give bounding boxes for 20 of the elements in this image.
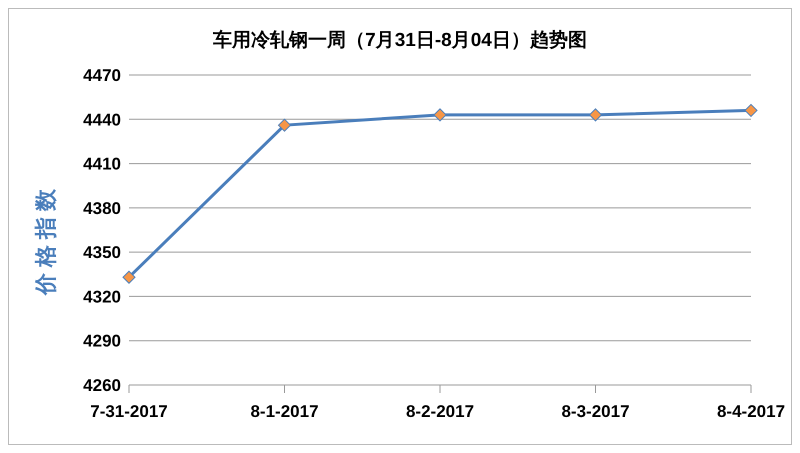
y-tick-label: 4260 [83, 376, 121, 396]
y-tick-label: 4320 [83, 287, 121, 306]
x-tick-label: 8-1-2017 [250, 402, 319, 422]
chart-title: 车用冷轧钢一周（7月31日-8月04日）趋势图 [212, 28, 588, 53]
x-tick-label: 8-2-2017 [406, 402, 474, 422]
point [122, 270, 136, 284]
point [744, 104, 758, 117]
x-tick-label: 7-31-2017 [90, 402, 168, 422]
point [278, 118, 291, 132]
point [589, 108, 602, 122]
y-tick-label: 4440 [83, 110, 121, 130]
y-axis-title: 价格指数 [32, 183, 59, 295]
y-tick-label: 4290 [83, 332, 121, 351]
y-tick-label: 4380 [83, 198, 121, 218]
y-tick-label: 4410 [83, 154, 121, 174]
x-tick-label: 8-4-2017 [716, 402, 786, 422]
y-tick-label: 4350 [83, 243, 121, 262]
y-tick-label: 4470 [83, 66, 121, 86]
point [434, 108, 446, 122]
x-tick-label: 8-3-2017 [561, 402, 630, 422]
